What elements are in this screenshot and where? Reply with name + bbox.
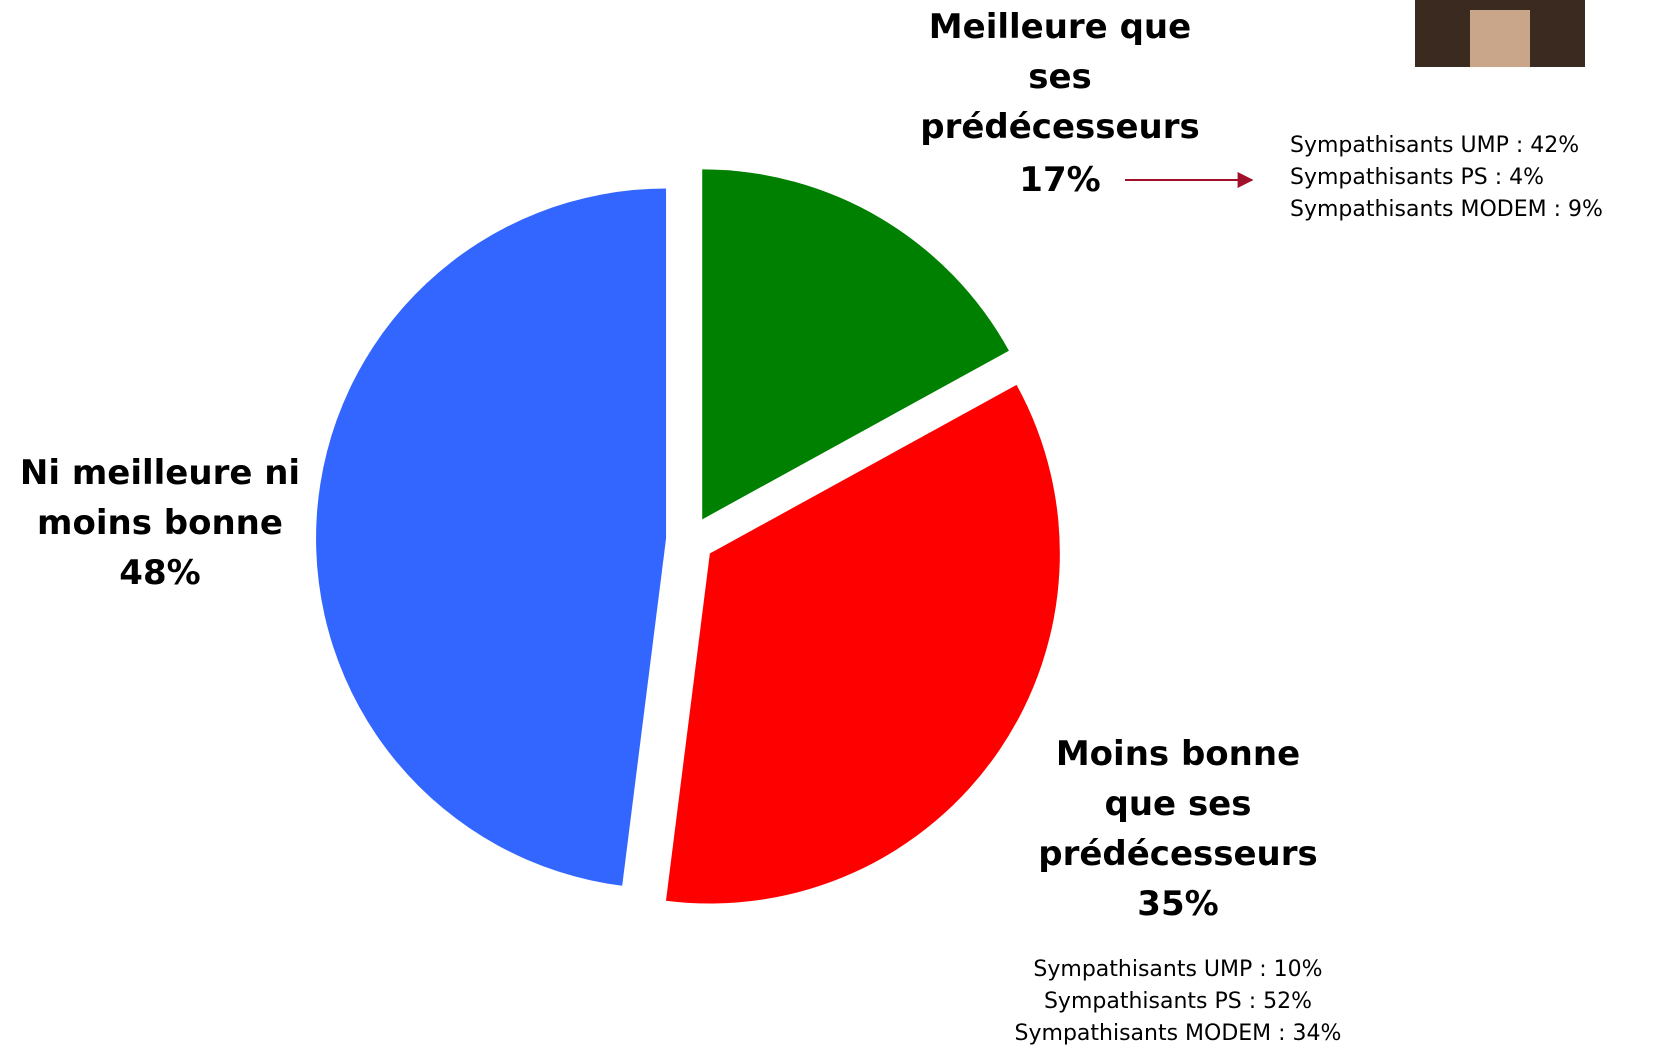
slice-value-label: 48%: [0, 548, 345, 598]
annotation-line: Sympathisants UMP : 10%: [978, 954, 1378, 986]
slice-value-label: 17%: [900, 155, 1220, 205]
annotation-line: Sympathisants MODEM : 9%: [1290, 194, 1603, 226]
annotation-line: Sympathisants MODEM : 34%: [978, 1018, 1378, 1050]
annotation-line: Sympathisants UMP : 42%: [1290, 130, 1579, 162]
photo-face: [1470, 10, 1530, 67]
page: (() => { const data = JSON.parse(documen…: [0, 0, 1653, 1038]
annotation-line: Sympathisants PS : 4%: [1290, 162, 1544, 194]
slice-label: Ni meilleure ni moins bonne: [0, 448, 345, 548]
pie-slice: [316, 188, 666, 885]
slice-value-label: 35%: [1018, 879, 1338, 929]
slice-label: Meilleure que ses prédécesseurs: [900, 2, 1220, 152]
slice-label: Moins bonne que ses prédécesseurs: [1018, 729, 1338, 879]
annotation-line: Sympathisants PS : 52%: [978, 986, 1378, 1018]
